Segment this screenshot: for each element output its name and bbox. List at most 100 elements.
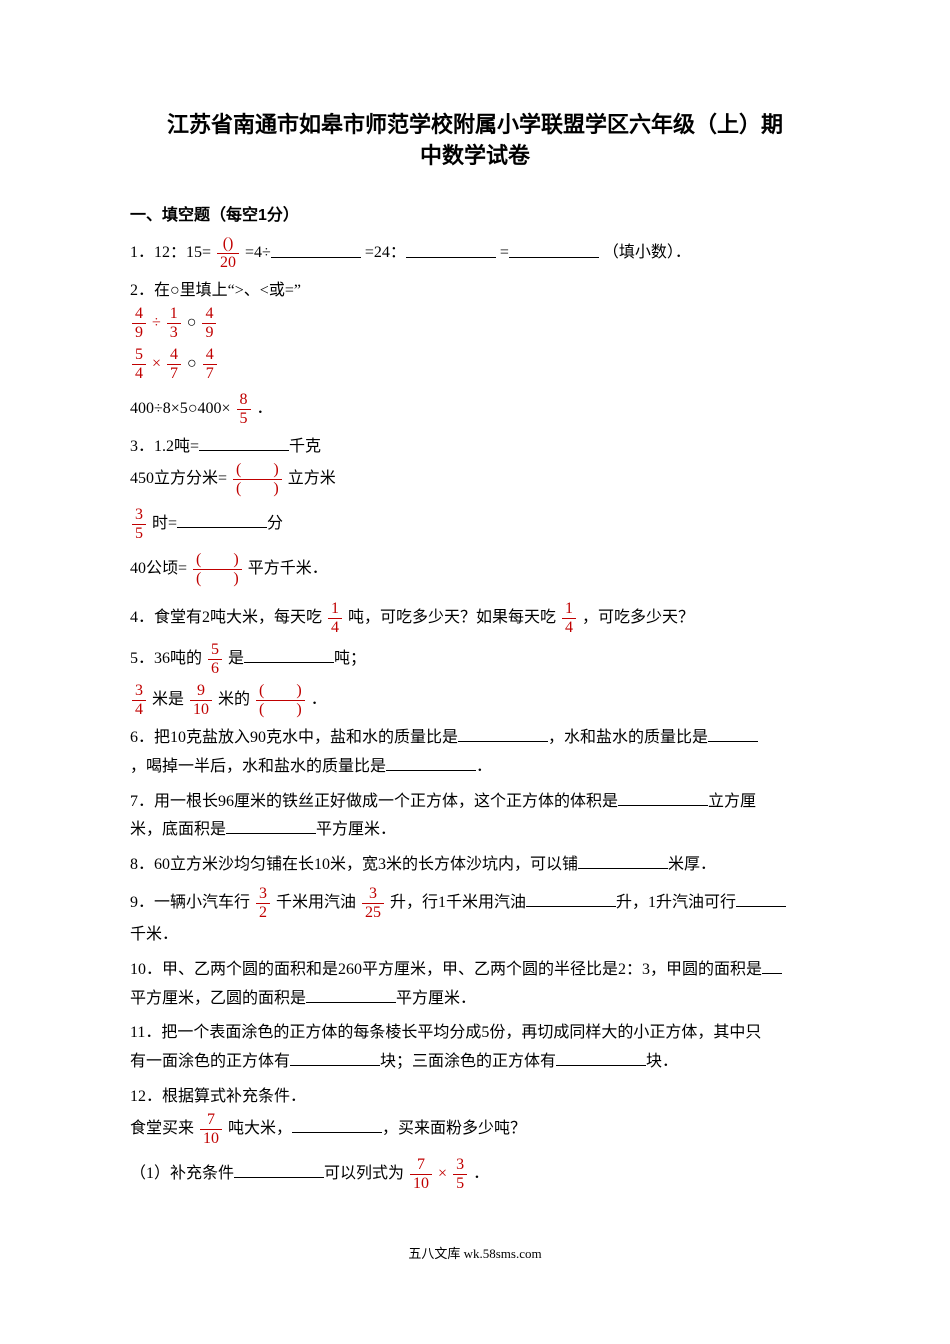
num: 4 bbox=[167, 347, 181, 365]
q2-head: 2．在○里填上“>、<或=” bbox=[130, 277, 820, 306]
q4-c: ，可吃多少天？ bbox=[582, 609, 694, 626]
q1-text-c: =24： bbox=[365, 245, 406, 262]
den: 6 bbox=[208, 660, 222, 677]
den: ( ) bbox=[233, 480, 282, 497]
q6-a: 6．把10克盐放入90克水中，盐和水的质量比是 bbox=[130, 729, 458, 746]
num: 3 bbox=[453, 1157, 467, 1175]
q1-blank-2 bbox=[406, 241, 496, 258]
q1-frac-den: 20 bbox=[217, 254, 239, 271]
q3-h: 平方千米． bbox=[248, 560, 328, 577]
den: 7 bbox=[203, 365, 217, 382]
q6-d: ． bbox=[476, 758, 492, 775]
q3-line-2: 450立方分米= ( )( ) 立方米 bbox=[130, 462, 820, 497]
page-footer: 五八文库 wk.58sms.com bbox=[130, 1242, 820, 1265]
q3-g: 40公顷= bbox=[130, 560, 187, 577]
q9-blank-2 bbox=[736, 890, 786, 907]
num: ( ) bbox=[233, 462, 282, 480]
q6-blank-2 bbox=[708, 725, 758, 742]
num: 1 bbox=[167, 306, 181, 324]
q12-line-3: （1）补充条件可以列式为 710 × 35 ． bbox=[130, 1157, 820, 1192]
num: ( ) bbox=[193, 552, 242, 570]
q10-blank-2 bbox=[306, 986, 396, 1003]
den: 4 bbox=[562, 619, 576, 636]
q3-a: 3．1.2吨= bbox=[130, 438, 199, 455]
num: 1 bbox=[562, 601, 576, 619]
question-9: 9．一辆小汽车行 32 千米用汽油 325 升，行1千米用汽油升，1升汽油可行 … bbox=[130, 886, 820, 950]
q11-a: 11．把一个表面涂色的正方体的每条棱长平均分成5份，再切成同样大的小正方体，其中… bbox=[130, 1024, 761, 1041]
q10-b: 平方厘米，乙圆的面积是 bbox=[130, 990, 306, 1007]
section-1-heading: 一、填空题（每空1分） bbox=[130, 202, 820, 231]
num: 7 bbox=[200, 1112, 222, 1130]
q2-line-1: 49 ÷ 13 ○ 49 bbox=[130, 306, 820, 341]
q11-blank-2 bbox=[556, 1049, 646, 1066]
q12-d: ，买来面粉多少吨？ bbox=[382, 1120, 526, 1137]
q2-l1-op: ÷ bbox=[152, 314, 161, 331]
q9-b: 千米用汽油 bbox=[276, 894, 356, 911]
q2-line-2: 54 × 47 ○ 47 bbox=[130, 347, 820, 382]
question-3: 3．1.2吨=千克 450立方分米= ( )( ) 立方米 35 时=分 40公… bbox=[130, 433, 820, 587]
den: 5 bbox=[453, 1175, 467, 1192]
q2-l2-f1: 54 bbox=[132, 347, 146, 382]
q5-blank-1 bbox=[244, 646, 334, 663]
den: 5 bbox=[132, 525, 146, 542]
den: 2 bbox=[256, 904, 270, 921]
q12-blank-2 bbox=[234, 1161, 324, 1178]
q1-frac-num: () bbox=[217, 236, 239, 254]
q3-paren-frac-1: ( )( ) bbox=[233, 462, 282, 497]
den: 9 bbox=[202, 324, 216, 341]
q7-d: 平方厘米． bbox=[316, 821, 396, 838]
compare-circle: ○ bbox=[187, 309, 197, 338]
q8-blank bbox=[578, 852, 668, 869]
q12-a: 12．根据算式补充条件． bbox=[130, 1083, 820, 1112]
question-7: 7．用一根长96厘米的铁丝正好做成一个正方体，这个正方体的体积是 立方厘 米，底面… bbox=[130, 788, 820, 846]
q5-line-2: 34 米是 910 米的 ( )( ) ． bbox=[130, 683, 820, 718]
q3-line-1: 3．1.2吨=千克 bbox=[130, 433, 820, 462]
q7-a: 7．用一根长96厘米的铁丝正好做成一个正方体，这个正方体的体积是 bbox=[130, 793, 618, 810]
q10-a: 10．甲、乙两个圆的面积和是260平方厘米，甲、乙两个圆的半径比是2：3，甲圆的… bbox=[130, 961, 762, 978]
q9-blank-1 bbox=[526, 890, 616, 907]
q12-f: 可以列式为 bbox=[324, 1165, 404, 1182]
question-8: 8．60立方米沙均匀铺在长10米，宽3米的长方体沙坑内，可以铺米厚． bbox=[130, 851, 820, 880]
question-5: 5．36吨的 56 是吨； 34 米是 910 米的 ( )( ) ． bbox=[130, 642, 820, 718]
q3-d: 立方米 bbox=[288, 470, 336, 487]
den: 3 bbox=[167, 324, 181, 341]
question-10: 10．甲、乙两个圆的面积和是260平方厘米，甲、乙两个圆的半径比是2：3，甲圆的… bbox=[130, 956, 820, 1014]
question-2: 2．在○里填上“>、<或=” 49 ÷ 13 ○ 49 54 × 47 ○ 47… bbox=[130, 277, 820, 427]
q2-l2-f2: 47 bbox=[167, 347, 181, 382]
q1-blank-1 bbox=[271, 241, 361, 258]
compare-circle: ○ bbox=[187, 350, 197, 379]
den: 10 bbox=[200, 1130, 222, 1147]
q5-c: 吨； bbox=[334, 650, 366, 667]
den: ( ) bbox=[256, 701, 305, 718]
q2-l3-b: 400× bbox=[197, 400, 230, 417]
q2-l3-c: ． bbox=[257, 400, 273, 417]
q5-frac-56: 56 bbox=[208, 642, 222, 677]
title-line-1: 江苏省南通市如皋市师范学校附属小学联盟学区六年级（上）期 bbox=[167, 112, 783, 137]
q2-line-3: 400÷8×5○400× 85 ． bbox=[130, 392, 820, 427]
q7-b: 立方厘 bbox=[708, 793, 756, 810]
num: 4 bbox=[203, 347, 217, 365]
q11-blank-1 bbox=[290, 1049, 380, 1066]
q1-blank-3 bbox=[509, 241, 599, 258]
num: 4 bbox=[132, 306, 146, 324]
q9-c: 升，行1千米用汽油 bbox=[390, 894, 526, 911]
q5-frac-34: 34 bbox=[132, 683, 146, 718]
den: 25 bbox=[362, 904, 384, 921]
q7-c: 米，底面积是 bbox=[130, 821, 226, 838]
q2-l2-f3: 47 bbox=[203, 347, 217, 382]
question-6: 6．把10克盐放入90克水中，盐和水的质量比是，水和盐水的质量比是 ，喝掉一半后… bbox=[130, 724, 820, 782]
q1-fraction: () 20 bbox=[217, 236, 239, 271]
q5-line-1: 5．36吨的 56 是吨； bbox=[130, 642, 820, 677]
num: 3 bbox=[132, 507, 146, 525]
q3-line-4: 40公顷= ( )( ) 平方千米． bbox=[130, 552, 820, 587]
question-1: 1．12：15= () 20 =4÷ =24： = （填小数）． bbox=[130, 236, 820, 271]
q5-b: 是 bbox=[228, 650, 244, 667]
q8-b: 米厚． bbox=[668, 856, 716, 873]
q2-l1-f2: 13 bbox=[167, 306, 181, 341]
num: ( ) bbox=[256, 683, 305, 701]
num: 1 bbox=[328, 601, 342, 619]
den: ( ) bbox=[193, 570, 242, 587]
q1-text-a: 1．12：15= bbox=[130, 245, 211, 262]
num: 5 bbox=[208, 642, 222, 660]
q3-blank-1 bbox=[199, 434, 289, 451]
